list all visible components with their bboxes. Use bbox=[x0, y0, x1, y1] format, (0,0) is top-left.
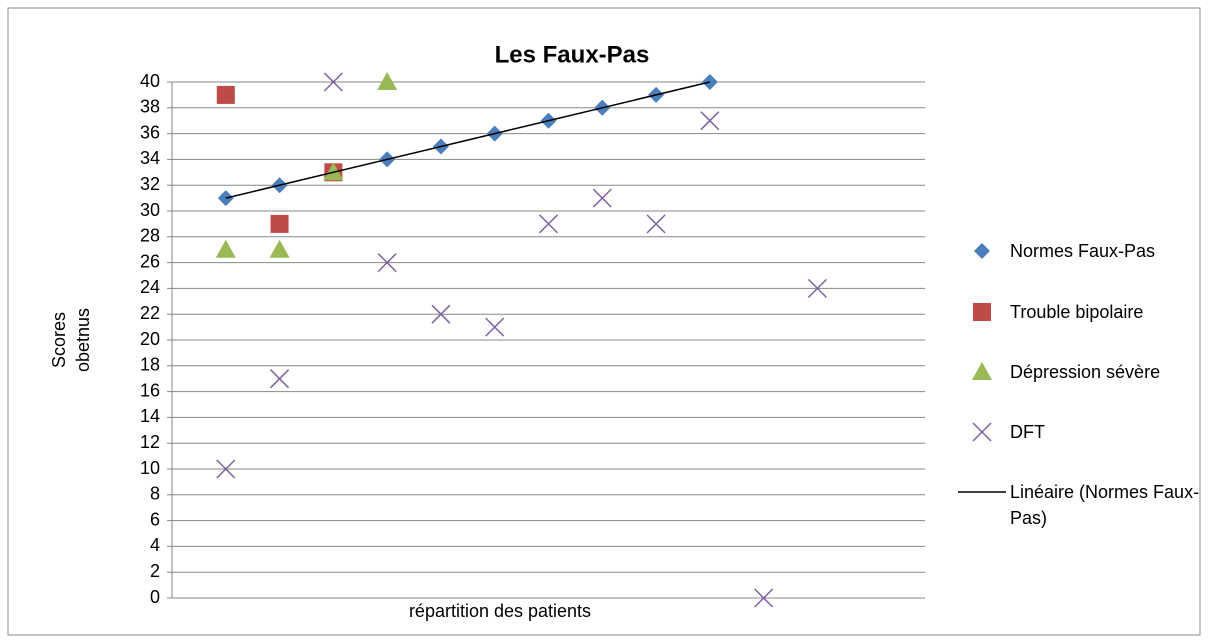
point bbox=[700, 111, 720, 131]
point bbox=[323, 162, 344, 181]
point bbox=[431, 304, 451, 324]
point bbox=[270, 369, 290, 389]
point bbox=[807, 278, 827, 298]
point bbox=[216, 85, 235, 104]
y-tick-label: 28 bbox=[140, 226, 160, 246]
y-tick-label: 40 bbox=[140, 71, 160, 91]
point bbox=[377, 72, 398, 90]
y-tick-label: 4 bbox=[150, 535, 160, 555]
y-tick-label: 22 bbox=[140, 303, 160, 323]
point bbox=[646, 214, 666, 234]
point bbox=[270, 214, 289, 233]
y-tick-label: 14 bbox=[140, 406, 160, 426]
y-tick-label: 8 bbox=[150, 484, 160, 504]
point bbox=[215, 239, 236, 258]
y-tick-label: 34 bbox=[140, 148, 160, 168]
y-tick-label: 18 bbox=[140, 355, 160, 375]
y-tick-label: 38 bbox=[140, 97, 160, 117]
legend-swatch bbox=[974, 243, 990, 259]
y-tick-label: 0 bbox=[150, 587, 160, 607]
y-axis-label: Scores obetnus bbox=[49, 308, 93, 372]
y-tick-label: 32 bbox=[140, 174, 160, 194]
point bbox=[323, 72, 343, 92]
point bbox=[377, 253, 397, 273]
y-tick-label: 6 bbox=[150, 509, 160, 529]
legend-swatch bbox=[972, 422, 992, 442]
y-tick-label: 2 bbox=[150, 561, 160, 581]
legend-swatch bbox=[973, 303, 991, 321]
y-tick-label: 30 bbox=[140, 200, 160, 220]
trend-line bbox=[225, 81, 711, 199]
y-tick-label: 26 bbox=[140, 251, 160, 271]
point bbox=[216, 459, 236, 479]
chart-title: Les Faux-Pas bbox=[495, 41, 650, 68]
legend-label: Dépression sévère bbox=[1010, 362, 1161, 382]
point bbox=[269, 239, 290, 258]
legend-label: Linéaire (Normes Faux-Pas) bbox=[1010, 482, 1200, 528]
legend-label: Normes Faux-Pas bbox=[1010, 241, 1156, 261]
point bbox=[538, 214, 559, 234]
legend-label: DFT bbox=[1010, 422, 1045, 442]
point bbox=[754, 588, 774, 608]
y-tick-label: 36 bbox=[140, 122, 160, 142]
y-tick-label: 24 bbox=[140, 277, 160, 297]
y-tick-label: 10 bbox=[140, 458, 160, 478]
y-tick-label: 20 bbox=[140, 329, 160, 349]
legend-label: Trouble bipolaire bbox=[1010, 302, 1144, 322]
y-tick-label: 12 bbox=[140, 432, 160, 452]
x-axis-label: répartition des patients bbox=[409, 601, 591, 621]
y-tick-label: 16 bbox=[140, 380, 160, 400]
point bbox=[592, 188, 612, 208]
point bbox=[485, 317, 505, 337]
legend-swatch bbox=[972, 362, 992, 380]
